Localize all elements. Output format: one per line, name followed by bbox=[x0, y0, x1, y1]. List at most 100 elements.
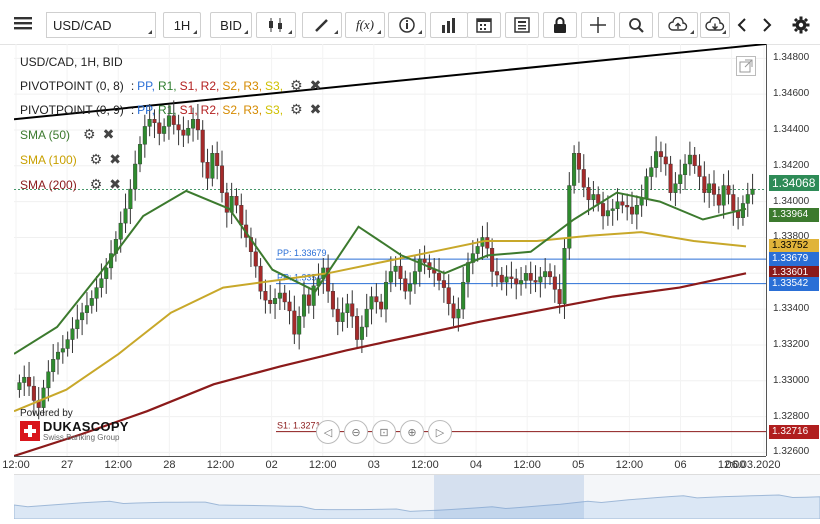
candle-body bbox=[567, 185, 572, 249]
zoom-icon[interactable] bbox=[619, 12, 653, 38]
legend-pivot2: PIVOTPOINT (0, 9) : PP, R1, S1, R2, S2, … bbox=[20, 101, 321, 118]
candle-body bbox=[292, 310, 297, 335]
candle-body bbox=[282, 292, 287, 303]
timeframe-select[interactable]: 1H bbox=[163, 12, 201, 38]
candle-body bbox=[191, 119, 196, 129]
candles-icon[interactable] bbox=[256, 12, 296, 38]
zoom-in-icon[interactable]: ⊕ bbox=[400, 420, 424, 444]
candle-body bbox=[104, 267, 109, 279]
candle-body bbox=[355, 316, 360, 340]
sma100-close-icon[interactable]: ✖ bbox=[109, 151, 121, 167]
news-icon[interactable] bbox=[505, 12, 539, 38]
candle-body bbox=[634, 205, 639, 215]
candle-body bbox=[51, 359, 56, 373]
sma50-close-icon[interactable]: ✖ bbox=[102, 126, 115, 142]
pivot2-s1: S1, bbox=[179, 102, 198, 117]
candle-body bbox=[326, 267, 331, 292]
candle-body bbox=[99, 278, 104, 288]
navigator[interactable] bbox=[13, 474, 820, 520]
candle-body bbox=[152, 119, 157, 124]
pencil-icon[interactable] bbox=[302, 12, 342, 38]
candle-body bbox=[441, 280, 446, 288]
gear-icon[interactable] bbox=[788, 12, 814, 38]
candle-body bbox=[451, 303, 456, 319]
pivot1-close-icon[interactable]: ✖ bbox=[309, 77, 322, 93]
zoom-bar: ◁ ⊖ ⊡ ⊕ ▷ bbox=[316, 420, 452, 444]
x-tick-label: 12:00 bbox=[2, 459, 30, 471]
navigator-svg[interactable] bbox=[13, 475, 820, 520]
candle-body bbox=[70, 328, 75, 340]
candle-body bbox=[683, 163, 688, 175]
candle-body bbox=[31, 385, 36, 401]
legend-sma100: SMA (100) ⚙ ✖ bbox=[20, 151, 121, 168]
candle-body bbox=[84, 305, 89, 313]
candle-body bbox=[147, 119, 152, 127]
candle-body bbox=[514, 278, 519, 285]
bar-chart-icon[interactable] bbox=[430, 12, 468, 38]
scroll-right-icon[interactable]: ▷ bbox=[428, 420, 452, 444]
candle-body bbox=[422, 258, 427, 263]
y-tick-label: 1.34200 bbox=[773, 159, 810, 171]
candle-body bbox=[383, 282, 389, 310]
navigator-window[interactable] bbox=[434, 475, 584, 519]
candle-body bbox=[162, 126, 167, 134]
candle-body bbox=[543, 271, 548, 278]
sma200-gear-icon[interactable]: ⚙ bbox=[89, 176, 103, 192]
x-tick-label: 04 bbox=[469, 459, 483, 471]
side-select[interactable]: BID bbox=[210, 12, 252, 38]
sma200-close-icon[interactable]: ✖ bbox=[109, 176, 121, 192]
candle-body bbox=[605, 210, 610, 217]
zoom-out-icon[interactable]: ⊖ bbox=[344, 420, 368, 444]
candle-body bbox=[157, 122, 162, 134]
chevron-left-icon[interactable] bbox=[732, 12, 752, 38]
candle-body bbox=[80, 312, 85, 321]
logo-brand: DUKASCOPY bbox=[43, 419, 129, 434]
sma100-gear-icon[interactable]: ⚙ bbox=[89, 151, 103, 167]
fx-icon[interactable]: f(x) bbox=[345, 12, 385, 38]
crosshair-icon[interactable] bbox=[581, 12, 615, 38]
expand-icon[interactable] bbox=[736, 56, 756, 76]
candle-body bbox=[364, 308, 369, 328]
sma50-gear-icon[interactable]: ⚙ bbox=[83, 126, 96, 142]
candle-body bbox=[581, 169, 586, 188]
menu-icon[interactable] bbox=[12, 14, 38, 36]
chevron-right-icon[interactable] bbox=[757, 12, 777, 38]
pivot2-r2: R2, bbox=[200, 102, 220, 117]
reset-zoom-icon[interactable]: ⊡ bbox=[372, 420, 396, 444]
candle-body bbox=[461, 282, 466, 310]
pivot-pp1-label: PP: 1.33679 bbox=[277, 248, 327, 258]
info-icon[interactable] bbox=[388, 12, 426, 38]
pivot1-gear-icon[interactable]: ⚙ bbox=[290, 77, 303, 93]
legend-title-text: USD/CAD, 1H, BID bbox=[20, 55, 123, 69]
pivot2-s2: S2, bbox=[222, 102, 241, 117]
y-tick-label: 1.32800 bbox=[773, 410, 810, 422]
x-tick-label: 05 bbox=[572, 459, 585, 471]
pivot1-pp: PP, bbox=[137, 78, 155, 93]
candle-body bbox=[369, 296, 374, 310]
scroll-left-icon[interactable]: ◁ bbox=[316, 420, 340, 444]
legend-pivot1: PIVOTPOINT (0, 8) : PP, R1, S1, R2, S2, … bbox=[20, 77, 321, 94]
y-tick-label: 1.33200 bbox=[773, 338, 810, 350]
candle-body bbox=[572, 153, 577, 186]
y-axis: 1.34800 1.34600 1.34400 1.34200 1.34000 1.338… bbox=[766, 44, 820, 457]
candle-body bbox=[576, 153, 581, 170]
candle-body bbox=[586, 187, 591, 201]
symbol-select[interactable]: USD/CAD bbox=[46, 12, 156, 38]
candle-body bbox=[248, 237, 253, 252]
lock-icon[interactable] bbox=[543, 12, 577, 38]
pivot1-r2: R2, bbox=[200, 78, 220, 93]
x-tick-label: 12:00 bbox=[717, 459, 746, 471]
candle-body bbox=[89, 298, 94, 306]
candle-body bbox=[306, 294, 311, 306]
pivot2-sep: : bbox=[130, 102, 135, 117]
download-icon[interactable] bbox=[700, 12, 730, 38]
pivot2-close-icon[interactable]: ✖ bbox=[309, 101, 322, 117]
calendar-icon[interactable] bbox=[467, 12, 501, 38]
upload-icon[interactable] bbox=[658, 12, 698, 38]
candle-body bbox=[673, 183, 678, 193]
candle-body bbox=[215, 153, 220, 167]
pivot2-gear-icon[interactable]: ⚙ bbox=[290, 101, 303, 117]
chart-plot-area[interactable]: PP: 1.33679 PP: 1.33542 S1: 1.32716 bbox=[14, 44, 766, 456]
candle-body bbox=[538, 276, 543, 283]
